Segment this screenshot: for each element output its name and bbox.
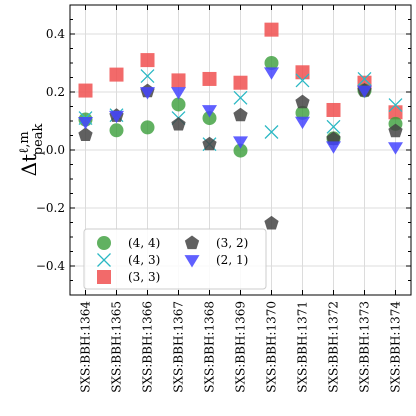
- y-axis-ticks: −0.4 −0.2 0.0 0.2 0.4: [36, 19, 411, 281]
- data-point-circle: [171, 97, 186, 112]
- legend-label: (2, 1): [216, 253, 248, 267]
- data-point-square: [109, 67, 124, 82]
- y-tick-label: −0.2: [36, 201, 65, 215]
- legend-marker-circle: [97, 236, 111, 250]
- data-point-circle: [233, 143, 248, 158]
- data-point-x: [295, 73, 310, 88]
- legend-marker-square: [97, 270, 111, 284]
- data-point-x: [388, 98, 403, 113]
- plot-frame: [69, 4, 412, 296]
- data-point-x: [140, 69, 155, 84]
- x-category-label: SXS:BBH:1371: [296, 301, 310, 393]
- y-tick-label: −0.4: [36, 259, 66, 273]
- data-point-triangle-down: [171, 87, 186, 100]
- x-category-label: SXS:BBH:1368: [203, 301, 217, 393]
- data-point-square: [233, 75, 248, 90]
- legend-label: (4, 3): [128, 253, 160, 267]
- data-point-x: [264, 125, 279, 139]
- legend-label: (4, 4): [128, 236, 160, 250]
- data-point-square: [78, 83, 93, 98]
- data-point-x: [326, 119, 341, 134]
- legend-marker-pentagon: [184, 235, 200, 250]
- data-point-triangle-down: [388, 142, 403, 155]
- legend-box: [83, 228, 267, 290]
- data-point-pentagon: [78, 127, 93, 141]
- data-point-triangle-down: [295, 116, 310, 130]
- data-point-circle: [202, 111, 217, 126]
- data-point-circle: [295, 105, 310, 120]
- y-tick-label: 0.2: [46, 85, 65, 99]
- data-point-triangle-down: [109, 110, 124, 124]
- data-point-square: [140, 53, 155, 68]
- x-category-label: SXS:BBH:1364: [79, 301, 93, 393]
- y-tick-label: 0.4: [46, 27, 65, 41]
- y-tick-label: 0.0: [46, 143, 65, 157]
- data-point-triangle-down: [233, 136, 248, 149]
- data-point-circle: [109, 123, 124, 138]
- data-points: [78, 22, 403, 230]
- legend-label: (3, 2): [216, 236, 248, 250]
- data-point-square: [171, 73, 186, 88]
- legend-label: (3, 3): [128, 270, 160, 284]
- data-point-pentagon: [202, 136, 217, 151]
- data-point-triangle-down: [78, 116, 93, 130]
- data-point-triangle-down: [326, 141, 341, 154]
- data-point-square: [264, 22, 279, 37]
- data-point-pentagon: [171, 116, 186, 131]
- y-axis-label: Δtℓ,mpeak: [17, 123, 46, 176]
- x-category-label: SXS:BBH:1369: [234, 301, 248, 393]
- data-point-x: [357, 71, 372, 86]
- data-point-triangle-down: [357, 85, 372, 99]
- data-point-pentagon: [233, 107, 248, 122]
- data-point-triangle-down: [202, 105, 217, 118]
- legend-marker-x: [97, 253, 111, 267]
- data-point-square: [326, 102, 341, 117]
- legend-marker-triangle-down: [184, 255, 200, 268]
- x-category-label: SXS:BBH:1370: [265, 301, 279, 393]
- data-point-circle: [140, 120, 155, 135]
- legend: (4, 4) (4, 3) (3, 3) (3, 2) (2, 1): [83, 228, 267, 290]
- data-point-x: [233, 90, 248, 105]
- x-category-label: SXS:BBH:1365: [110, 301, 124, 393]
- data-point-pentagon: [264, 215, 279, 230]
- data-point-circle: [264, 56, 279, 70]
- data-point-triangle-down: [140, 87, 155, 100]
- x-axis-ticks: SXS:BBH:1364 SXS:BBH:1365 SXS:BBH:1366 SXS:…: [79, 5, 403, 393]
- x-category-label: SXS:BBH:1374: [389, 301, 403, 393]
- x-category-label: SXS:BBH:1367: [172, 301, 186, 393]
- data-point-pentagon: [388, 123, 403, 138]
- data-point-square: [295, 65, 310, 80]
- x-category-label: SXS:BBH:1372: [327, 301, 341, 393]
- data-point-pentagon: [295, 94, 310, 109]
- data-point-triangle-down: [264, 67, 279, 80]
- data-point-square: [202, 71, 217, 86]
- x-category-label: SXS:BBH:1373: [358, 301, 372, 393]
- x-category-label: SXS:BBH:1366: [141, 301, 155, 393]
